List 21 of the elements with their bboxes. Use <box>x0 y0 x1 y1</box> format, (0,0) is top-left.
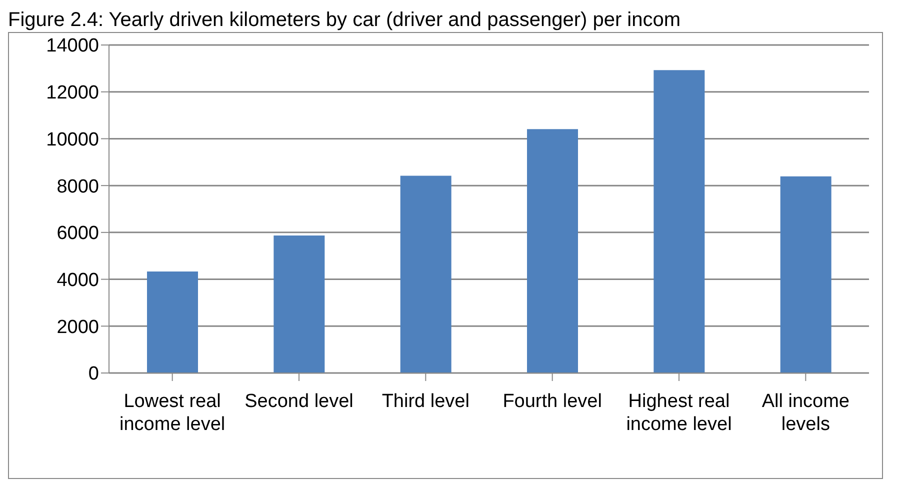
y-tick-label: 4000 <box>56 270 99 292</box>
y-tick-label: 8000 <box>56 176 99 198</box>
y-tick-label: 0 <box>88 364 99 385</box>
y-tick-label: 12000 <box>46 82 99 104</box>
chart-title: Figure 2.4: Yearly driven kilometers by car (driver and passenger) per incom <box>8 8 682 32</box>
bar <box>654 70 705 373</box>
x-tick-label: Second level <box>244 391 354 412</box>
bar <box>780 176 832 373</box>
bar <box>400 176 452 373</box>
y-tick-label: 10000 <box>46 129 99 150</box>
y-tick-label: 2000 <box>56 316 99 338</box>
x-tick-label: Third level <box>382 391 470 412</box>
x-tick-label: Fourth level <box>502 391 602 412</box>
y-tick-label: 6000 <box>56 223 99 244</box>
y-tick-label: 14000 <box>46 36 99 57</box>
bar <box>147 272 198 373</box>
bar <box>527 129 578 373</box>
x-tick-label: All income levels <box>762 391 850 435</box>
x-tick-label: Highest real income level <box>626 391 732 435</box>
bar <box>274 235 325 373</box>
x-tick-label: Lowest real income level <box>120 391 226 435</box>
